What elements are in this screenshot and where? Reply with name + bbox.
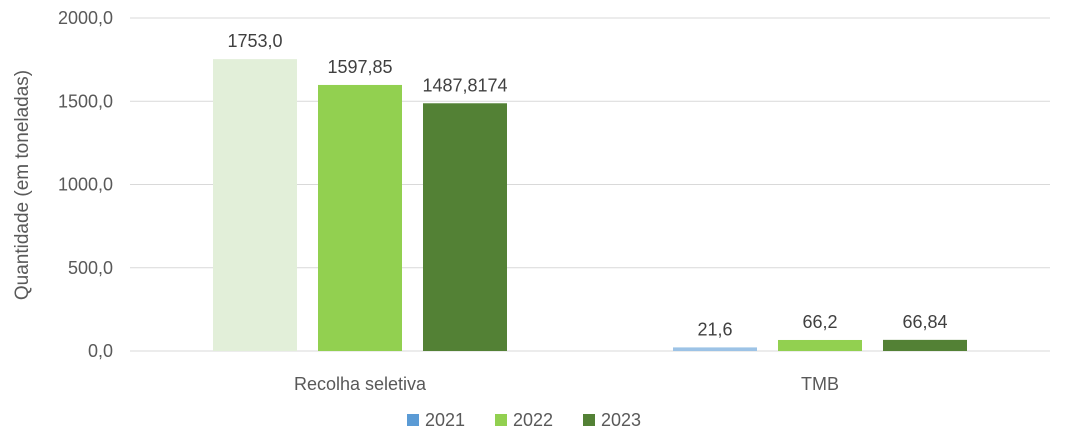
bar-2023-0 <box>423 103 507 351</box>
bar-2021-0 <box>213 59 297 352</box>
legend-label: 2022 <box>513 410 553 430</box>
legend-swatch <box>495 414 507 426</box>
x-category-label: TMB <box>801 374 839 394</box>
data-label: 21,6 <box>697 319 732 339</box>
bar-2022-0 <box>318 84 402 351</box>
legend-swatch <box>407 414 419 426</box>
data-label: 1597,85 <box>327 57 392 77</box>
legend-swatch <box>583 414 595 426</box>
legend-label: 2021 <box>425 410 465 430</box>
data-label: 1753,0 <box>227 31 282 51</box>
y-tick-label: 0,0 <box>88 341 113 361</box>
y-tick-label: 2000,0 <box>58 8 113 28</box>
y-axis-ticks: 0,0 500,0 1000,0 1500,0 2000,0 <box>58 8 113 361</box>
data-labels: 1753,0 1597,85 1487,8174 21,6 66,2 66,84 <box>227 31 947 339</box>
y-tick-label: 500,0 <box>68 258 113 278</box>
bar-2022-1 <box>778 339 862 351</box>
x-axis-categories: Recolha seletiva TMB <box>294 374 839 394</box>
data-label: 66,2 <box>802 312 837 332</box>
data-label: 66,84 <box>902 312 947 332</box>
bar-2023-1 <box>883 339 967 351</box>
legend-label: 2023 <box>601 410 641 430</box>
legend: 2021 2022 2023 <box>407 410 641 430</box>
x-category-label: Recolha seletiva <box>294 374 427 394</box>
y-tick-label: 1000,0 <box>58 175 113 195</box>
y-axis-title: Quantidade (em toneladas) <box>12 70 33 300</box>
data-label: 1487,8174 <box>422 75 507 95</box>
bar-2021-1 <box>673 347 757 351</box>
bars <box>213 59 967 352</box>
y-tick-label: 1500,0 <box>58 91 113 111</box>
